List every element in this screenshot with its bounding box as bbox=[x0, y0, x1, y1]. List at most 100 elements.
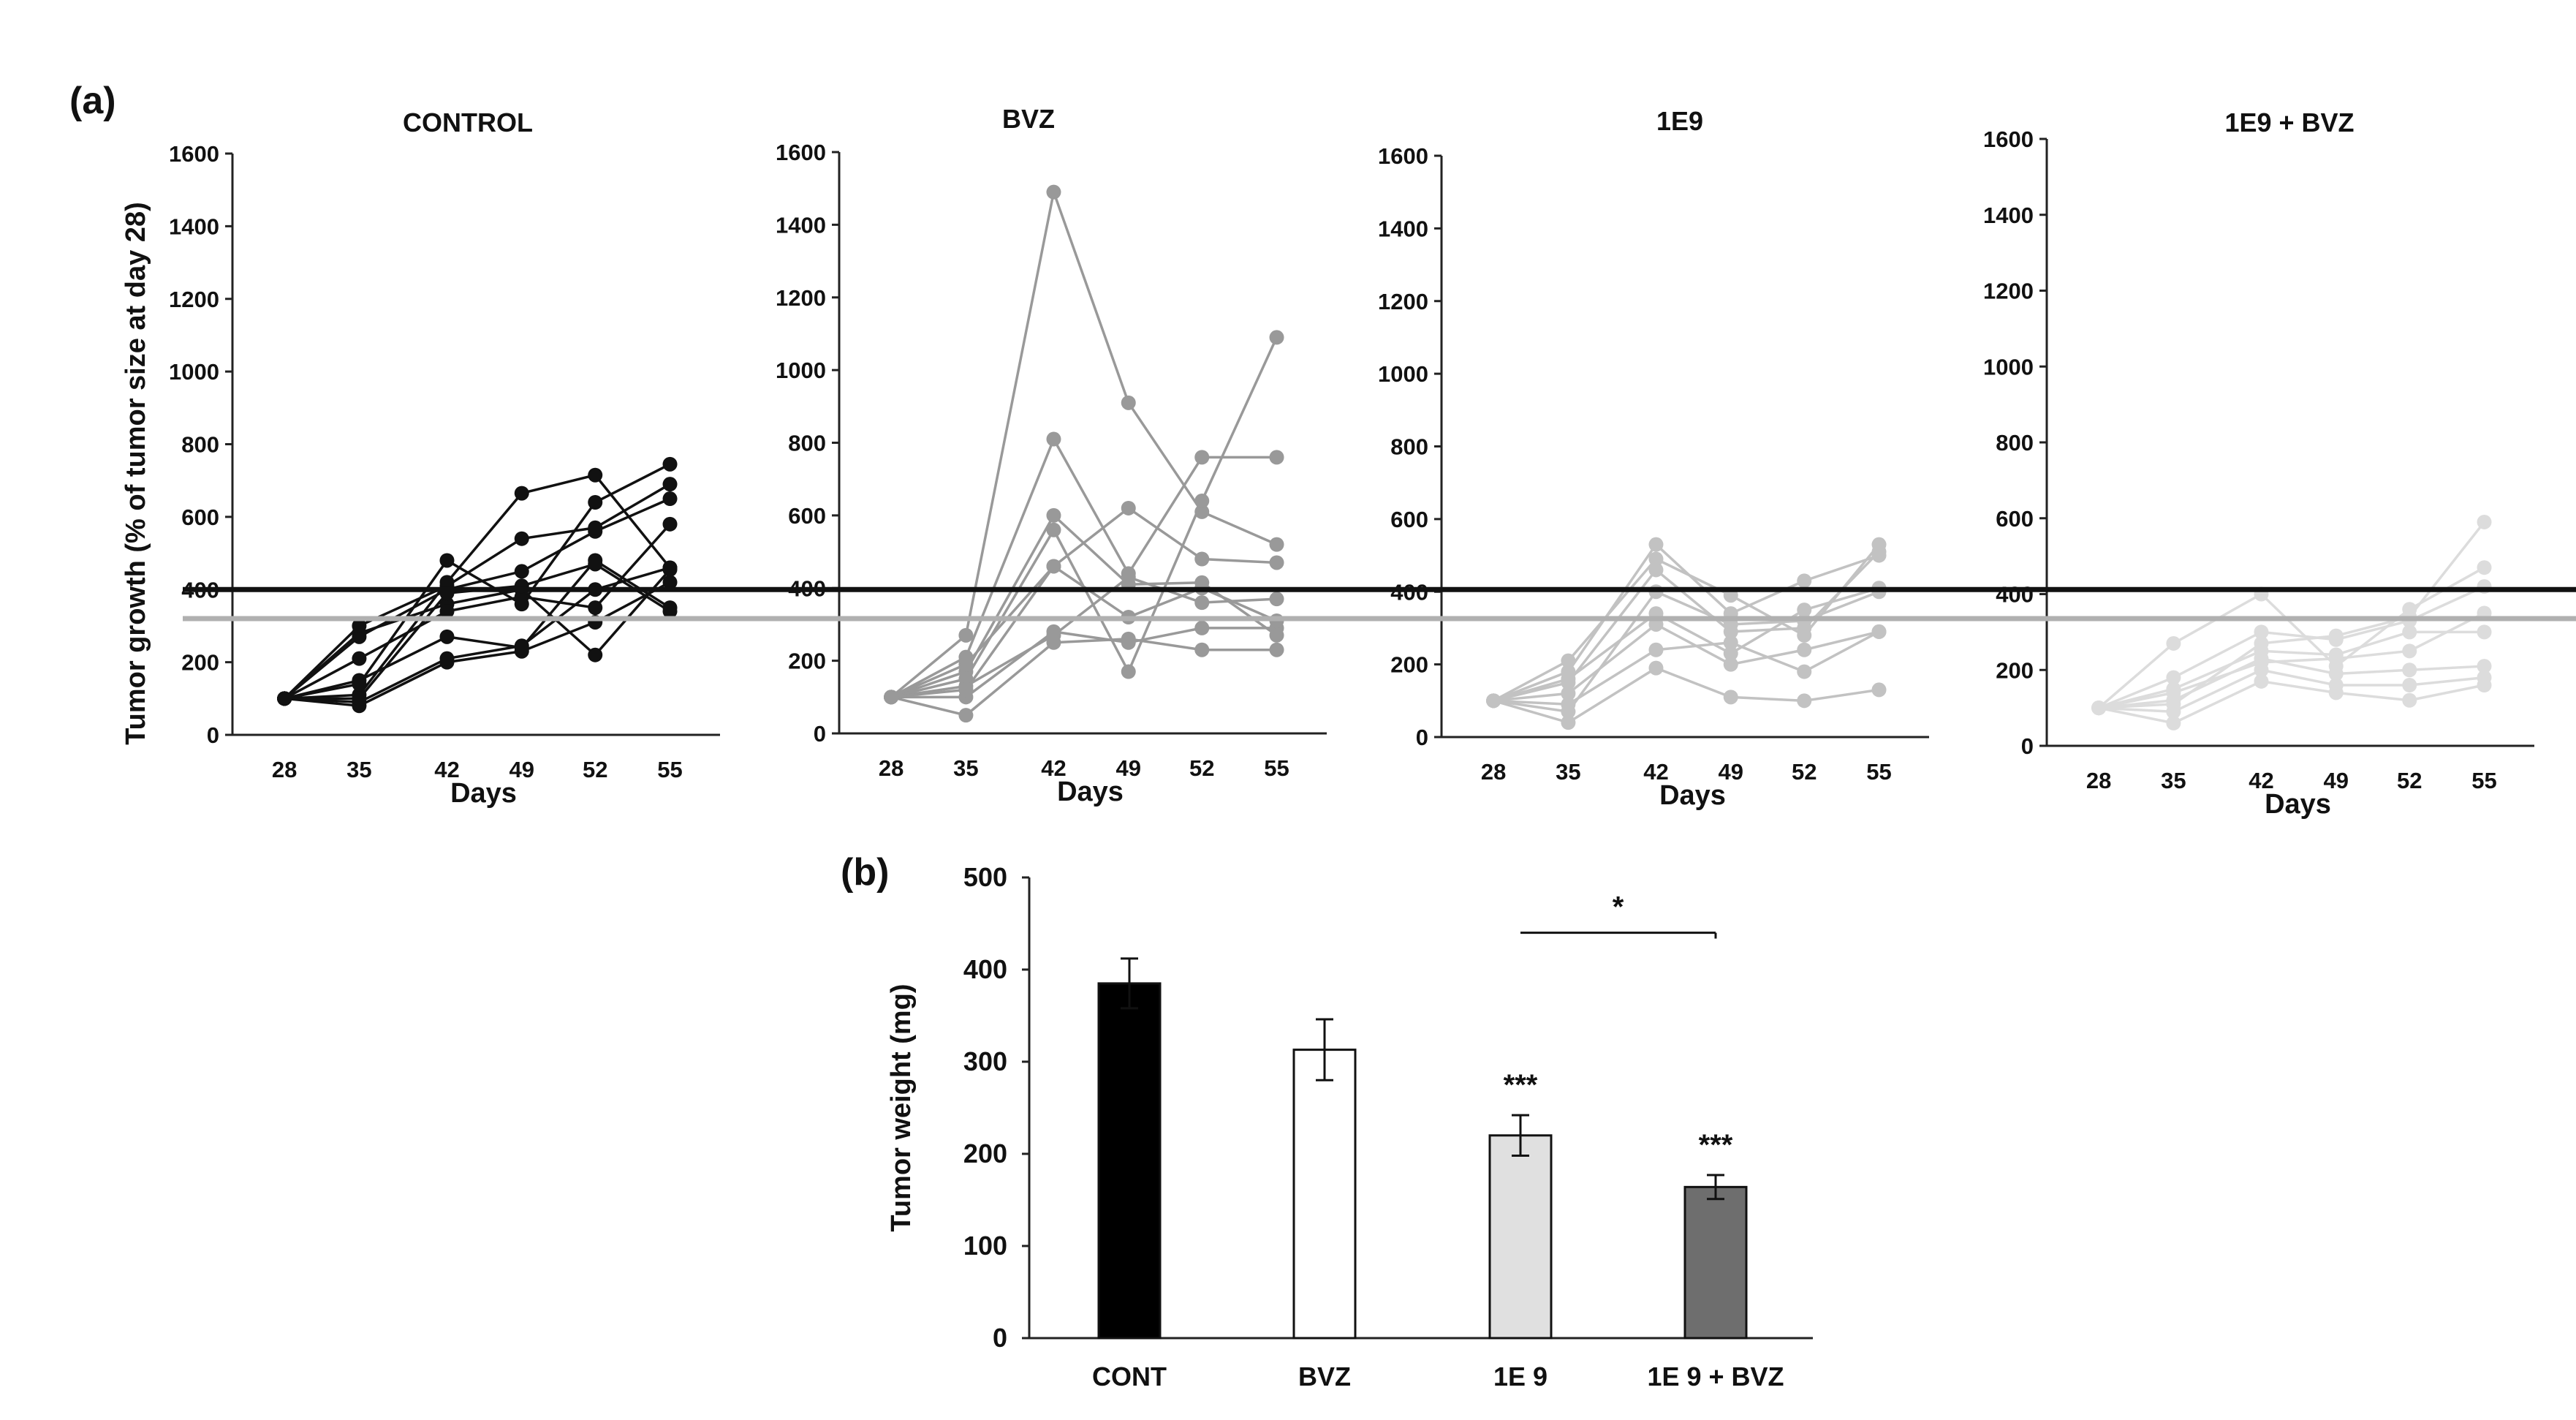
significance-marker: *** bbox=[1504, 1069, 1538, 1101]
data-point bbox=[1723, 657, 1738, 672]
y-tick-label: 1600 bbox=[1378, 143, 1428, 169]
data-point bbox=[662, 516, 678, 532]
x-tick-label: 28 bbox=[1481, 759, 1506, 785]
data-point bbox=[2477, 560, 2492, 575]
x-tick-label: 35 bbox=[1556, 759, 1580, 785]
series-line bbox=[1493, 590, 1880, 714]
y-tick-label: 300 bbox=[963, 1046, 1007, 1076]
data-point bbox=[1046, 431, 1061, 447]
series-line bbox=[2098, 585, 2485, 709]
data-point bbox=[277, 691, 292, 706]
y-tick-label: 600 bbox=[181, 505, 219, 530]
data-point bbox=[1121, 635, 1136, 650]
data-point bbox=[2402, 643, 2417, 659]
data-point bbox=[352, 676, 367, 692]
y-tick-label: 800 bbox=[1390, 434, 1428, 460]
series-line bbox=[891, 627, 1277, 699]
y-tick-label: 600 bbox=[1996, 506, 2034, 532]
bar bbox=[1488, 1134, 1553, 1340]
data-point bbox=[514, 597, 529, 612]
series-line bbox=[284, 473, 671, 700]
data-point bbox=[588, 556, 603, 572]
y-tick-label: 1200 bbox=[169, 287, 219, 312]
series-line bbox=[283, 483, 671, 700]
growth-chart-1e9: 1E90200400600800100012001400160028354249… bbox=[1378, 106, 1929, 811]
y-tick-label: 1200 bbox=[1983, 279, 2034, 304]
data-point bbox=[2166, 685, 2181, 700]
x-tick-label: 52 bbox=[2397, 768, 2422, 793]
series-line bbox=[1493, 586, 1880, 702]
data-point bbox=[588, 495, 603, 510]
y-axis-title: Tumor weight (mg) bbox=[886, 983, 917, 1231]
data-point bbox=[1121, 566, 1136, 581]
y-tick-label: 200 bbox=[963, 1138, 1007, 1168]
data-point bbox=[588, 600, 603, 616]
data-point bbox=[439, 651, 455, 666]
data-point bbox=[1194, 494, 1210, 508]
y-tick-label: 600 bbox=[788, 503, 826, 529]
growth-chart-bvz: BVZ0200400600800100012001400160028354249… bbox=[776, 104, 1327, 807]
y-tick-label: 1200 bbox=[1378, 289, 1428, 314]
chart-title: CONTROL bbox=[403, 107, 533, 137]
series-line bbox=[2099, 521, 2485, 709]
x-tick-label: 42 bbox=[1643, 759, 1668, 785]
x-tick-label: 49 bbox=[1116, 755, 1141, 781]
data-point bbox=[2477, 514, 2492, 529]
data-point bbox=[2254, 624, 2269, 640]
y-tick-label: 1400 bbox=[169, 214, 219, 239]
x-axis-title: Days bbox=[1057, 777, 1124, 807]
data-point bbox=[958, 708, 974, 723]
bar bbox=[1097, 982, 1162, 1340]
series-line bbox=[890, 336, 1278, 699]
chart-title: 1E9 bbox=[1656, 106, 1703, 136]
x-tick-label: BVZ bbox=[1298, 1362, 1351, 1391]
data-point bbox=[1269, 592, 1284, 607]
y-tick-label: 0 bbox=[207, 722, 219, 748]
data-point bbox=[1871, 537, 1887, 552]
chart-title: 1E9 + BVZ bbox=[2224, 107, 2354, 137]
data-point bbox=[1723, 635, 1738, 650]
series-line bbox=[890, 575, 1277, 699]
series-line bbox=[2098, 611, 2485, 709]
series-line bbox=[2098, 680, 2485, 725]
data-point bbox=[588, 467, 603, 483]
data-point bbox=[2328, 628, 2344, 643]
y-tick-label: 1000 bbox=[1983, 354, 2034, 379]
x-tick-label: 35 bbox=[2161, 768, 2186, 793]
y-axis-title: Tumor growth (% of tumor size at day 28) bbox=[121, 202, 151, 744]
series-line bbox=[2098, 630, 2485, 709]
data-point bbox=[1046, 184, 1061, 200]
x-tick-label: 55 bbox=[1866, 759, 1891, 785]
data-point bbox=[1046, 522, 1061, 537]
tumor-weight-bar-chart: 0 100 200 300 400 500 Tumor weight (mg) CONT BVZ… bbox=[886, 862, 1813, 1391]
data-point bbox=[2328, 678, 2344, 692]
data-point bbox=[1797, 642, 1812, 657]
data-point bbox=[2166, 715, 2181, 730]
series-line bbox=[284, 566, 671, 704]
x-tick-label: 28 bbox=[2086, 768, 2111, 793]
x-axis-title: Days bbox=[450, 778, 517, 809]
series-line bbox=[284, 581, 671, 708]
y-tick-label: 1600 bbox=[1983, 126, 2034, 152]
y-tick-label: 100 bbox=[963, 1231, 1007, 1261]
data-point bbox=[439, 604, 455, 619]
data-point bbox=[352, 691, 367, 706]
data-point bbox=[2254, 673, 2269, 689]
data-point bbox=[1648, 562, 1664, 578]
data-point bbox=[1561, 686, 1576, 701]
series-line bbox=[1493, 543, 1880, 702]
data-point bbox=[1269, 537, 1284, 552]
series-line bbox=[284, 463, 671, 700]
data-point bbox=[2402, 692, 2417, 708]
data-point bbox=[352, 618, 367, 633]
y-tick-label: 200 bbox=[788, 649, 826, 674]
data-point bbox=[1648, 660, 1664, 676]
data-point bbox=[1194, 642, 1210, 657]
x-axis-title: Days bbox=[1659, 780, 1726, 811]
data-point bbox=[2254, 635, 2269, 651]
data-point bbox=[1194, 551, 1210, 567]
data-point bbox=[1648, 551, 1664, 567]
panel-label-b: (b) bbox=[841, 851, 889, 894]
